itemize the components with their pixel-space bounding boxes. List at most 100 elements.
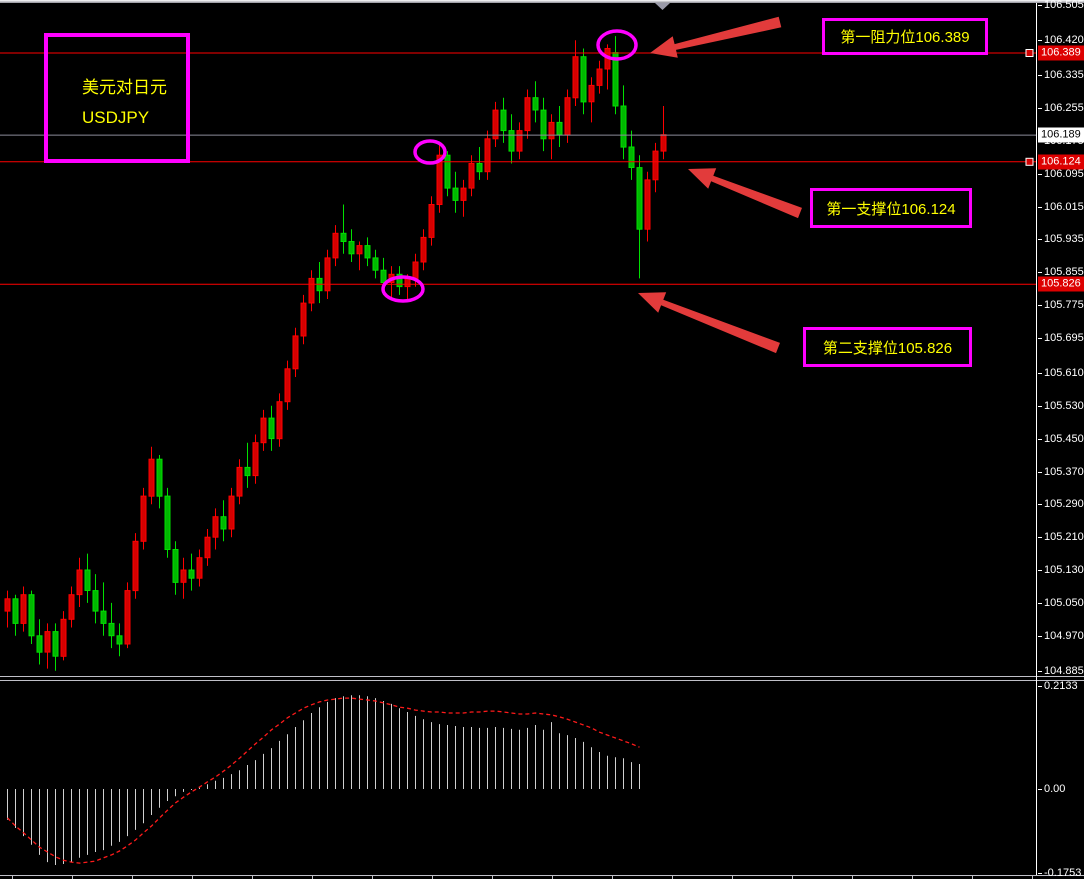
candle-body (564, 97, 571, 136)
time-tick (552, 876, 553, 879)
candle-body (548, 121, 555, 140)
candle-body (4, 598, 11, 612)
indicator-axis-label: -0.1753 (1037, 867, 1082, 879)
candle-body (636, 167, 643, 230)
time-tick (1032, 876, 1033, 879)
candle-body (156, 458, 163, 497)
callout-first-support[interactable]: 第一支撑位106.124 (810, 188, 972, 228)
candle-body (284, 368, 291, 403)
axis-tick-label: 104.885 (1038, 664, 1084, 677)
arrow-annotation[interactable] (638, 292, 780, 354)
axis-tick-label: 106.335 (1038, 69, 1084, 82)
axis-tick-label: 105.050 (1038, 596, 1084, 609)
candle-body (364, 245, 371, 259)
axis-tick-label: 105.610 (1038, 366, 1084, 379)
time-tick (312, 876, 313, 879)
candle-body (356, 245, 363, 255)
candle-body (428, 204, 435, 238)
price-chart-canvas[interactable] (0, 0, 1036, 676)
candle-body (132, 540, 139, 592)
candle-body (580, 56, 587, 103)
candle-body (172, 549, 179, 583)
candle-body (60, 618, 67, 657)
candle-body (20, 594, 27, 624)
candle-body (44, 631, 51, 653)
time-tick (72, 876, 73, 879)
candle-body (84, 569, 91, 591)
candle-body (308, 277, 315, 304)
indicator-axis-label: 0.2133 (1038, 680, 1078, 693)
candle-body (36, 635, 43, 653)
candle-body (220, 516, 227, 530)
arrow-annotation[interactable] (650, 16, 782, 58)
callout-second-support[interactable]: 第二支撑位105.826 (803, 327, 972, 367)
candle-body (508, 130, 515, 152)
candle-body (420, 236, 427, 263)
candle-body (500, 109, 507, 132)
price-axis[interactable]: 106.505106.420106.335106.255106.175106.0… (1036, 0, 1084, 879)
ellipse-annotation[interactable] (381, 275, 425, 303)
level-price-tag: 106.389 (1038, 45, 1084, 61)
candle-body (92, 590, 99, 612)
candle-body (68, 594, 75, 620)
time-tick (492, 876, 493, 879)
axis-tick-label: 105.855 (1038, 266, 1084, 279)
symbol-title-box[interactable]: 美元对日元 USDJPY (44, 33, 190, 163)
candle-body (644, 179, 651, 230)
candle-body (452, 187, 459, 201)
candle-body (108, 622, 115, 637)
time-axis-line (0, 875, 1084, 876)
axis-tick-label: 105.370 (1038, 465, 1084, 478)
candle-body (540, 109, 547, 140)
candle-body (628, 146, 635, 168)
candle-body (468, 163, 475, 189)
ellipse-annotation[interactable] (596, 29, 638, 61)
symbol-title-cn: 美元对日元 (82, 78, 167, 97)
candle-body (244, 466, 251, 477)
axis-tick-label: 105.210 (1038, 531, 1084, 544)
candle-body (76, 569, 83, 596)
time-tick (792, 876, 793, 879)
time-axis-ticks (0, 876, 1084, 879)
candle-body (660, 134, 667, 152)
level-line-handle[interactable] (1025, 49, 1034, 57)
candle-body (444, 154, 451, 189)
candle-body (196, 557, 203, 579)
candle-body (460, 187, 467, 201)
time-tick (372, 876, 373, 879)
axis-tick-label: 106.015 (1038, 200, 1084, 213)
panel-splitter-line[interactable] (0, 676, 1084, 677)
axis-tick-label: 105.935 (1038, 233, 1084, 246)
ellipse-annotation[interactable] (413, 139, 447, 165)
candle-body (140, 495, 147, 542)
symbol-title-code: USDJPY (82, 108, 150, 127)
candle-body (524, 97, 531, 132)
axis-tick-label: 106.255 (1038, 102, 1084, 114)
candle-body (436, 154, 443, 205)
panel-splitter-line[interactable] (0, 680, 1084, 681)
candle-body (588, 84, 595, 103)
level-line-handle[interactable] (1025, 157, 1034, 166)
callout-label: 第二支撑位105.826 (822, 339, 953, 357)
axis-tick-label: 105.695 (1038, 332, 1084, 344)
candle-body (180, 569, 187, 583)
candle-body (52, 631, 59, 657)
callout-first-resistance[interactable]: 第一阻力位106.389 (822, 18, 988, 55)
candle-body (188, 569, 195, 579)
macd-indicator-canvas[interactable] (0, 682, 1036, 875)
window-top-edge (0, 0, 1084, 3)
axis-tick-label: 105.450 (1038, 432, 1084, 445)
candle-body (476, 163, 483, 173)
arrow-annotation[interactable] (688, 168, 802, 219)
axis-tick-label: 105.530 (1038, 399, 1084, 412)
candle-body (596, 68, 603, 86)
candle-body (204, 536, 211, 559)
candle-body (340, 232, 347, 243)
time-tick (252, 876, 253, 879)
candle-body (100, 610, 107, 624)
macd-signal-line (7, 697, 640, 864)
time-tick (672, 876, 673, 879)
candle-body (268, 417, 275, 440)
callout-label: 第一阻力位106.389 (840, 29, 970, 46)
